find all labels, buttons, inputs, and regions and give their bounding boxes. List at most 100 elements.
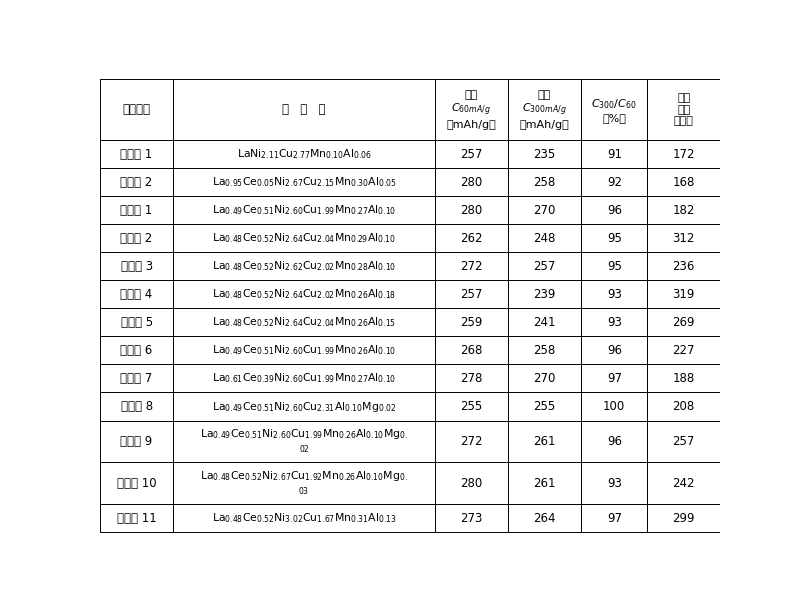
Bar [508, 504, 581, 532]
Bar [508, 140, 581, 168]
Text: 实施例 7: 实施例 7 [121, 372, 153, 385]
Text: 容量
$C_{300mA/g}$
（mAh/g）: 容量 $C_{300mA/g}$ （mAh/g） [520, 90, 570, 130]
Bar [508, 280, 581, 309]
Bar [173, 364, 435, 393]
Text: 270: 270 [534, 372, 556, 385]
Bar [100, 393, 173, 420]
Text: 268: 268 [460, 344, 482, 357]
Bar [173, 253, 435, 280]
Bar [435, 280, 508, 309]
Bar [647, 197, 720, 224]
Text: 280: 280 [460, 476, 482, 490]
Text: 236: 236 [673, 260, 695, 273]
Bar [100, 80, 173, 140]
Text: 257: 257 [673, 435, 695, 448]
Text: 实施例 4: 实施例 4 [121, 288, 153, 301]
Bar [508, 253, 581, 280]
Text: 255: 255 [460, 400, 482, 413]
Bar [100, 168, 173, 197]
Text: 278: 278 [460, 372, 482, 385]
Bar [173, 80, 435, 140]
Text: 272: 272 [460, 435, 482, 448]
Text: 容量
$C_{60mA/g}$
（mAh/g）: 容量 $C_{60mA/g}$ （mAh/g） [446, 90, 496, 130]
Text: 100: 100 [603, 400, 626, 413]
Text: 255: 255 [534, 400, 556, 413]
Text: 257: 257 [534, 260, 556, 273]
Bar [435, 463, 508, 504]
Text: 280: 280 [460, 176, 482, 189]
Bar [100, 197, 173, 224]
Text: 样品编号: 样品编号 [122, 103, 150, 116]
Text: La$_{0.49}$Ce$_{0.51}$Ni$_{2.60}$Cu$_{1.99}$Mn$_{0.26}$Al$_{0.10}$: La$_{0.49}$Ce$_{0.51}$Ni$_{2.60}$Cu$_{1.… [212, 344, 396, 358]
Text: La$_{0.48}$Ce$_{0.52}$Ni$_{2.64}$Cu$_{2.02}$Mn$_{0.26}$Al$_{0.18}$: La$_{0.48}$Ce$_{0.52}$Ni$_{2.64}$Cu$_{2.… [212, 288, 396, 302]
Bar [581, 336, 647, 364]
Bar [581, 224, 647, 253]
Bar [173, 420, 435, 463]
Text: 93: 93 [607, 476, 622, 490]
Text: 化   学   式: 化 学 式 [282, 103, 326, 116]
Text: 97: 97 [606, 511, 622, 525]
Text: 239: 239 [534, 288, 556, 301]
Bar [435, 253, 508, 280]
Bar [435, 224, 508, 253]
Text: 261: 261 [534, 476, 556, 490]
Text: 实施例 10: 实施例 10 [117, 476, 156, 490]
Text: 235: 235 [534, 148, 556, 161]
Text: 93: 93 [607, 288, 622, 301]
Text: 95: 95 [607, 260, 622, 273]
Bar [100, 140, 173, 168]
Bar [581, 280, 647, 309]
Bar [647, 168, 720, 197]
Text: 261: 261 [534, 435, 556, 448]
Bar [647, 504, 720, 532]
Bar [173, 168, 435, 197]
Text: 93: 93 [607, 316, 622, 329]
Text: 259: 259 [460, 316, 482, 329]
Bar [173, 309, 435, 336]
Bar [173, 336, 435, 364]
Text: La$_{0.49}$Ce$_{0.51}$Ni$_{2.60}$Cu$_{1.99}$Mn$_{0.27}$Al$_{0.10}$: La$_{0.49}$Ce$_{0.51}$Ni$_{2.60}$Cu$_{1.… [212, 204, 396, 217]
Bar [508, 336, 581, 364]
Bar [508, 463, 581, 504]
Text: 实施例 6: 实施例 6 [121, 344, 153, 357]
Text: La$_{0.61}$Ce$_{0.39}$Ni$_{2.60}$Cu$_{1.99}$Mn$_{0.27}$Al$_{0.10}$: La$_{0.61}$Ce$_{0.39}$Ni$_{2.60}$Cu$_{1.… [212, 371, 396, 385]
Text: 92: 92 [606, 176, 622, 189]
Text: 比较例 1: 比较例 1 [121, 148, 153, 161]
Text: La$_{0.49}$Ce$_{0.51}$Ni$_{2.60}$Cu$_{2.31}$Al$_{0.10}$Mg$_{0.02}$: La$_{0.49}$Ce$_{0.51}$Ni$_{2.60}$Cu$_{2.… [212, 400, 396, 414]
Text: 实施例 9: 实施例 9 [121, 435, 153, 448]
Bar [647, 253, 720, 280]
Bar [647, 309, 720, 336]
Bar [581, 253, 647, 280]
Text: 168: 168 [673, 176, 695, 189]
Bar [581, 463, 647, 504]
Bar [173, 393, 435, 420]
Text: 96: 96 [606, 344, 622, 357]
Bar [100, 280, 173, 309]
Bar [581, 80, 647, 140]
Text: 实施例 2: 实施例 2 [121, 232, 153, 245]
Bar [100, 336, 173, 364]
Text: 96: 96 [606, 204, 622, 217]
Bar [647, 336, 720, 364]
Text: 比较例 2: 比较例 2 [121, 176, 153, 189]
Bar [100, 253, 173, 280]
Bar [173, 504, 435, 532]
Bar [581, 197, 647, 224]
Bar [508, 168, 581, 197]
Text: 312: 312 [673, 232, 695, 245]
Text: 实施例 3: 实施例 3 [121, 260, 153, 273]
Text: 实施例 8: 实施例 8 [121, 400, 153, 413]
Text: 182: 182 [673, 204, 695, 217]
Bar [100, 463, 173, 504]
Text: La$_{0.48}$Ce$_{0.52}$Ni$_{2.62}$Cu$_{2.02}$Mn$_{0.28}$Al$_{0.10}$: La$_{0.48}$Ce$_{0.52}$Ni$_{2.62}$Cu$_{2.… [212, 259, 396, 273]
Bar [647, 224, 720, 253]
Text: La$_{0.48}$Ce$_{0.52}$Ni$_{2.67}$Cu$_{1.92}$Mn$_{0.26}$Al$_{0.10}$Mg$_{0.}$
$_{0: La$_{0.48}$Ce$_{0.52}$Ni$_{2.67}$Cu$_{1.… [200, 469, 408, 497]
Text: 299: 299 [673, 511, 695, 525]
Text: 258: 258 [534, 176, 556, 189]
Bar [647, 280, 720, 309]
Bar [508, 224, 581, 253]
Bar [435, 420, 508, 463]
Bar [581, 420, 647, 463]
Bar [435, 140, 508, 168]
Bar [508, 393, 581, 420]
